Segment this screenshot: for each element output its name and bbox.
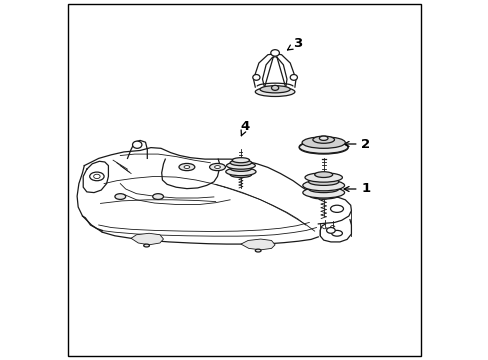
- Ellipse shape: [330, 205, 343, 212]
- Ellipse shape: [305, 173, 342, 182]
- Ellipse shape: [230, 166, 251, 171]
- Ellipse shape: [271, 85, 278, 90]
- Text: 1: 1: [344, 183, 370, 195]
- Ellipse shape: [232, 158, 249, 163]
- Ellipse shape: [270, 50, 279, 56]
- Ellipse shape: [308, 178, 338, 185]
- Ellipse shape: [260, 86, 289, 93]
- Polygon shape: [131, 233, 163, 245]
- Ellipse shape: [214, 166, 220, 168]
- Ellipse shape: [225, 168, 256, 176]
- Ellipse shape: [319, 136, 327, 140]
- Ellipse shape: [94, 174, 100, 179]
- Ellipse shape: [299, 140, 347, 153]
- Ellipse shape: [179, 163, 194, 171]
- Ellipse shape: [183, 166, 189, 168]
- Ellipse shape: [309, 192, 337, 199]
- Text: 4: 4: [241, 120, 250, 136]
- Text: 2: 2: [344, 138, 370, 150]
- Ellipse shape: [255, 87, 294, 96]
- Ellipse shape: [314, 172, 332, 177]
- Ellipse shape: [302, 180, 344, 191]
- Ellipse shape: [226, 162, 255, 169]
- Ellipse shape: [230, 172, 251, 177]
- Ellipse shape: [331, 230, 342, 236]
- Ellipse shape: [152, 194, 163, 199]
- Ellipse shape: [209, 163, 225, 171]
- Ellipse shape: [143, 244, 149, 247]
- Ellipse shape: [308, 185, 338, 193]
- Ellipse shape: [255, 249, 261, 252]
- Ellipse shape: [132, 141, 142, 148]
- Text: 3: 3: [287, 37, 302, 50]
- Polygon shape: [241, 239, 275, 250]
- Ellipse shape: [302, 187, 344, 198]
- Ellipse shape: [89, 172, 104, 181]
- Ellipse shape: [289, 75, 297, 80]
- Ellipse shape: [230, 160, 251, 166]
- Ellipse shape: [252, 75, 260, 80]
- Ellipse shape: [115, 194, 125, 199]
- Ellipse shape: [312, 136, 334, 143]
- Ellipse shape: [326, 228, 335, 233]
- Ellipse shape: [302, 137, 345, 148]
